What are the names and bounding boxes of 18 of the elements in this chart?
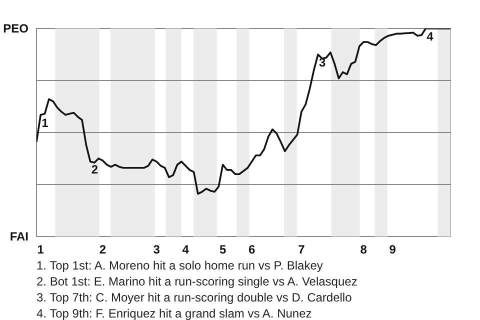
x-tick-label: 7 (298, 242, 306, 256)
x-tick-label: 2 (99, 242, 106, 256)
annotation: 1 (42, 116, 49, 130)
x-tick-label: 3 (153, 242, 160, 256)
x-tick-label: 4 (182, 242, 190, 256)
text: 1. Top 1st: A. Moreno hit a solo home run vs P. Blakey (36, 258, 323, 272)
x-tick-label: 5 (219, 242, 226, 256)
text: 4. Top 9th: F. Enriquez hit a grand slam vs A. Nunez (36, 306, 312, 320)
annotation: 4 (426, 30, 434, 44)
text: FAI (10, 230, 29, 244)
x-tick-label: 1 (37, 242, 44, 256)
x-tick-label: 8 (360, 242, 368, 256)
text: PEO (3, 22, 28, 36)
x-tick-label: 6 (248, 242, 256, 256)
x-tick-label: 9 (389, 242, 396, 256)
text: 2. Bot 1st: E. Marino hit a run-scoring single vs A. Velasquez (36, 274, 358, 288)
annotation: 2 (91, 162, 98, 177)
text: 3. Top 7th: C. Moyer hit a run-scoring double vs D. Cardello (36, 290, 352, 304)
